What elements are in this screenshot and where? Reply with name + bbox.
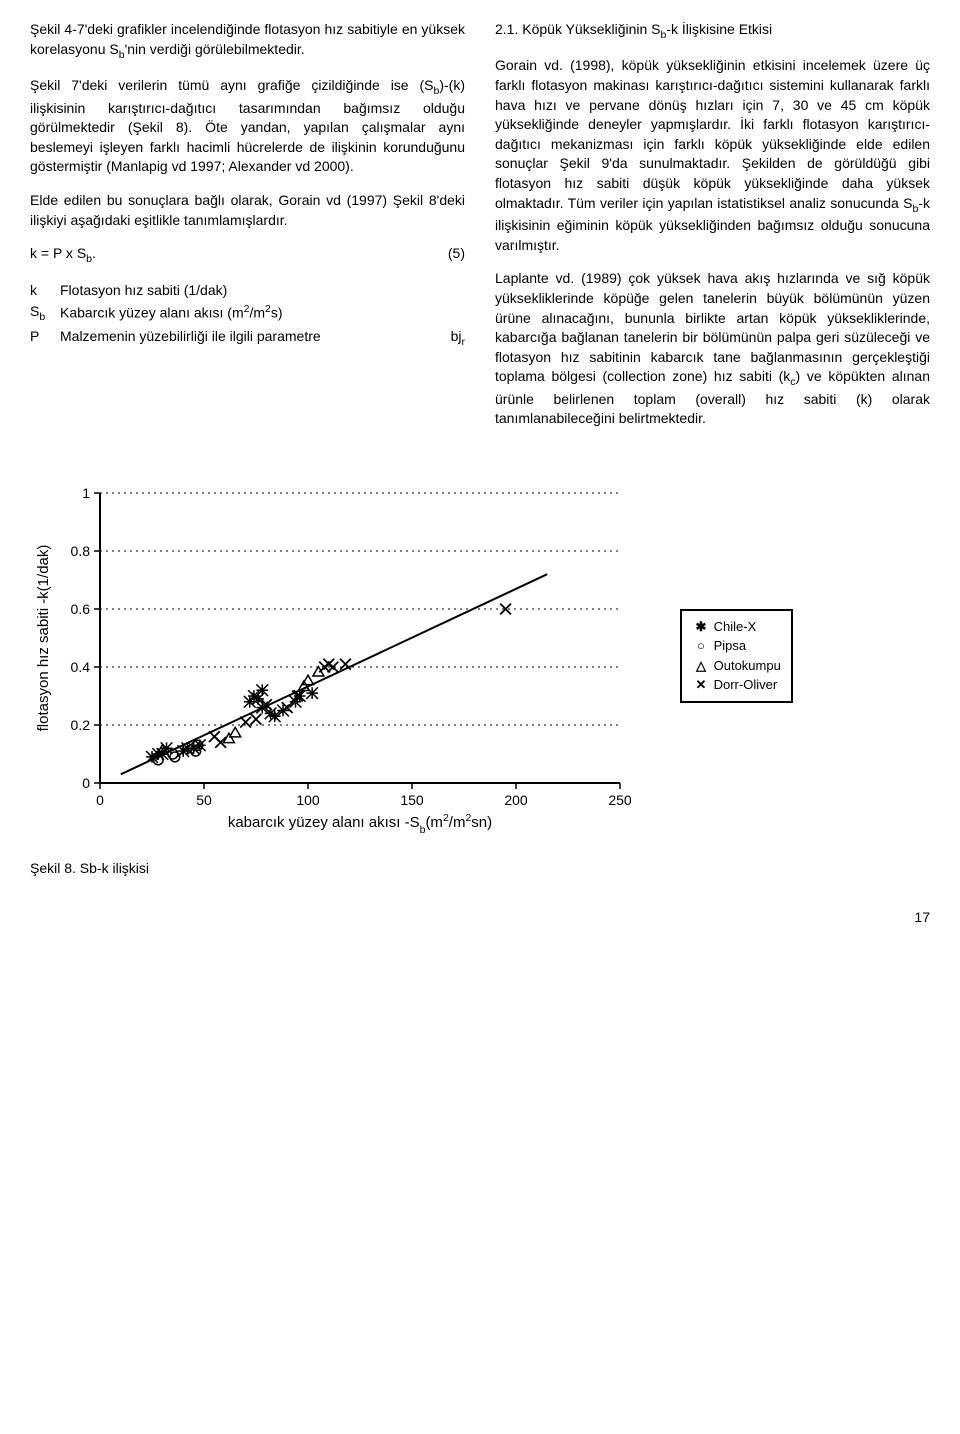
legend-label: Pipsa [710, 638, 746, 653]
text: . [92, 245, 96, 261]
text: bj [451, 328, 462, 344]
left-p3: Elde edilen bu sonuçlara bağlı olarak, G… [30, 191, 465, 230]
legend-label: Chile-X [710, 619, 756, 634]
text: -k İlişkisine Etkisi [666, 21, 772, 37]
def-text: Malzemenin yüzebilirliği ile ilgili para… [60, 327, 445, 349]
def-symbol: Sb [30, 302, 60, 324]
right-p2: Laplante vd. (1989) çok yüksek hava akış… [495, 269, 930, 429]
svg-text:0.8: 0.8 [71, 543, 91, 559]
scatter-chart: 0 0.2 0.4 0.6 0.8 1 0 50 100 150 200 250 flotasyon h… [30, 473, 650, 833]
subscript: r [462, 335, 466, 347]
svg-text:0: 0 [82, 775, 90, 791]
left-p2: Şekil 7'deki verilerin tümü aynı grafiğe… [30, 76, 465, 177]
legend-label: Outokumpu [710, 658, 781, 673]
equation-body: k = P x Sb. [30, 244, 96, 266]
svg-text:kabarcık yüzey alanı akısı -Sb: kabarcık yüzey alanı akısı -Sb(m2/m2sn) [228, 812, 492, 833]
text: /m [249, 305, 265, 321]
equation-number: (5) [448, 244, 465, 266]
text: Gorain vd. (1998), köpük yüksekliğinin e… [495, 57, 930, 210]
svg-text:0.6: 0.6 [71, 601, 91, 617]
text: S [30, 303, 39, 319]
definitions: k Flotasyon hız sabiti (1/dak) Sb Kabarc… [30, 281, 465, 350]
text: 2.1. Köpük Yüksekliğinin S [495, 21, 661, 37]
section-title: 2.1. Köpük Yüksekliğinin Sb-k İlişkisine… [495, 20, 930, 42]
text: Şekil 7'deki verilerin tümü aynı grafiğe… [30, 77, 434, 93]
figure-caption: Şekil 8. Sb-k ilişkisi [30, 859, 930, 879]
svg-text:0.2: 0.2 [71, 717, 91, 733]
figure-8: 0 0.2 0.4 0.6 0.8 1 0 50 100 150 200 250 flotasyon h… [30, 473, 930, 839]
right-p1: Gorain vd. (1998), köpük yüksekliğinin e… [495, 56, 930, 255]
def-p: P Malzemenin yüzebilirliği ile ilgili pa… [30, 327, 465, 349]
def-symbol: k [30, 281, 60, 301]
star-icon: ✱ [692, 617, 710, 637]
legend-item: ✕ Dorr-Oliver [692, 675, 781, 695]
left-column: Şekil 4-7'deki grafikler incelendiğinde … [30, 20, 465, 443]
legend-item: △ Outokumpu [692, 656, 781, 676]
svg-text:100: 100 [296, 792, 320, 808]
right-column: 2.1. Köpük Yüksekliğinin Sb-k İlişkisine… [495, 20, 930, 443]
svg-text:0: 0 [96, 792, 104, 808]
legend-label: Dorr-Oliver [710, 677, 777, 692]
def-sb: Sb Kabarcık yüzey alanı akısı (m2/m2s) [30, 302, 465, 324]
svg-text:150: 150 [400, 792, 424, 808]
text: Kabarcık yüzey alanı akısı (m [60, 305, 244, 321]
svg-text:250: 250 [608, 792, 632, 808]
chart-legend: ✱ Chile-X○ Pipsa△ Outokumpu✕ Dorr-Oliver [680, 609, 793, 703]
svg-text:0.4: 0.4 [71, 659, 91, 675]
def-k: k Flotasyon hız sabiti (1/dak) [30, 281, 465, 301]
svg-text:200: 200 [504, 792, 528, 808]
page-number: 17 [30, 908, 930, 928]
def-text: Kabarcık yüzey alanı akısı (m2/m2s) [60, 302, 465, 324]
svg-text:1: 1 [82, 485, 90, 501]
chart-canvas: 0 0.2 0.4 0.6 0.8 1 0 50 100 150 200 250 flotasyon h… [30, 473, 650, 839]
equation-5: k = P x Sb. (5) [30, 244, 465, 266]
x-icon: ✕ [692, 675, 710, 695]
def-symbol: P [30, 327, 60, 349]
text: 'nin verdiği görülebilmektedir. [125, 41, 305, 57]
legend-item: ○ Pipsa [692, 636, 781, 656]
def-extra: bjr [451, 327, 465, 349]
svg-text:flotasyon hız sabiti -k(1/dak): flotasyon hız sabiti -k(1/dak) [35, 545, 52, 732]
text: k = P x S [30, 245, 86, 261]
legend-item: ✱ Chile-X [692, 617, 781, 637]
left-p1: Şekil 4-7'deki grafikler incelendiğinde … [30, 20, 465, 62]
subscript: b [39, 311, 45, 323]
circle-icon: ○ [692, 636, 710, 656]
def-text: Flotasyon hız sabiti (1/dak) [60, 281, 465, 301]
svg-text:50: 50 [196, 792, 212, 808]
text: s) [271, 305, 283, 321]
triangle-icon: △ [692, 656, 710, 676]
